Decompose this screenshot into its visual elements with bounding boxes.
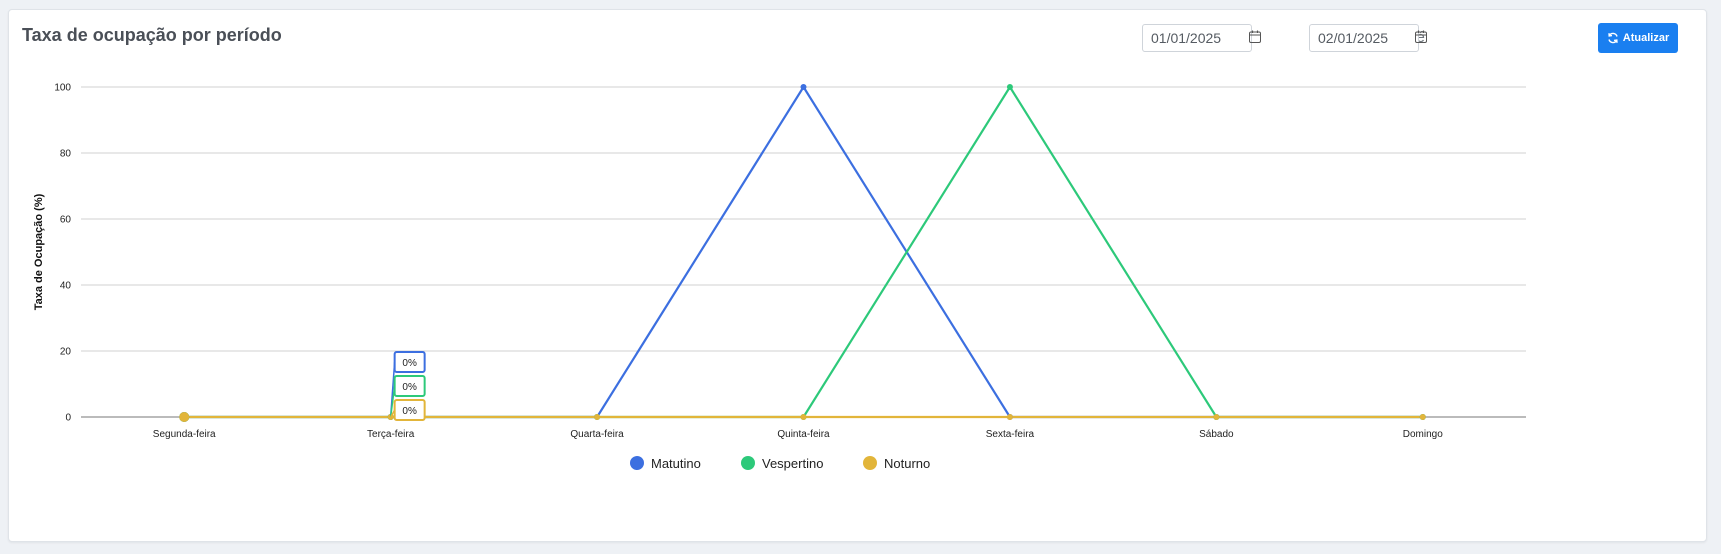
calendar-icon[interactable] (1249, 30, 1261, 43)
data-point (1213, 414, 1220, 420)
legend-marker (863, 456, 877, 470)
y-tick-label: 20 (60, 347, 72, 358)
legend-label: Vespertino (762, 456, 823, 471)
tooltip-value: 0% (402, 382, 417, 393)
tooltip-value: 0% (402, 358, 417, 369)
y-tick-label: 60 (60, 215, 72, 226)
data-point (594, 414, 601, 420)
x-tick-label: Sábado (1199, 429, 1234, 440)
date-from-input[interactable] (1142, 24, 1252, 52)
series-line-matutino (184, 85, 1423, 419)
refresh-button-label: Atualizar (1622, 32, 1670, 44)
legend-marker (630, 456, 644, 470)
data-point (179, 412, 190, 422)
page-title: Taxa de ocupação por período (22, 25, 282, 45)
x-tick-label: Terça-feira (367, 429, 415, 440)
data-point (800, 84, 807, 90)
chart-card: Taxa de ocupação por período até Atualiz… (8, 9, 1707, 542)
data-point (1006, 84, 1013, 90)
data-point (1006, 414, 1013, 420)
legend-marker (741, 456, 755, 470)
x-tick-label: Segunda-feira (153, 429, 216, 440)
legend-label: Noturno (884, 456, 930, 471)
date-to-input[interactable] (1309, 24, 1419, 52)
legend-label: Matutino (651, 456, 701, 471)
x-tick-label: Quarta-feira (570, 429, 624, 440)
y-tick-label: 100 (54, 83, 71, 94)
x-tick-label: Domingo (1403, 429, 1443, 440)
tooltip-value: 0% (402, 406, 417, 417)
tooltip-box (393, 399, 426, 421)
series-line-vespertino (184, 85, 1423, 419)
refresh-icon (1608, 32, 1618, 44)
data-point (800, 414, 807, 420)
line-chart: 0 20 40 60 80 100 Taxa de Ocupação (%) Segunda-… (33, 83, 1526, 471)
calendar-icon[interactable] (1415, 30, 1427, 43)
x-tick-label: Quinta-feira (777, 429, 830, 440)
data-point (1419, 414, 1426, 420)
x-tick-label: Sexta-feira (986, 429, 1035, 440)
y-tick-label: 40 (60, 281, 72, 292)
tooltip-box (393, 351, 426, 373)
refresh-button[interactable]: Atualizar (1598, 23, 1678, 53)
y-axis-label: Taxa de Ocupação (%) (33, 193, 45, 310)
y-tick-label: 0 (65, 413, 71, 424)
y-tick-label: 80 (60, 149, 72, 160)
tooltip-box (393, 375, 426, 397)
